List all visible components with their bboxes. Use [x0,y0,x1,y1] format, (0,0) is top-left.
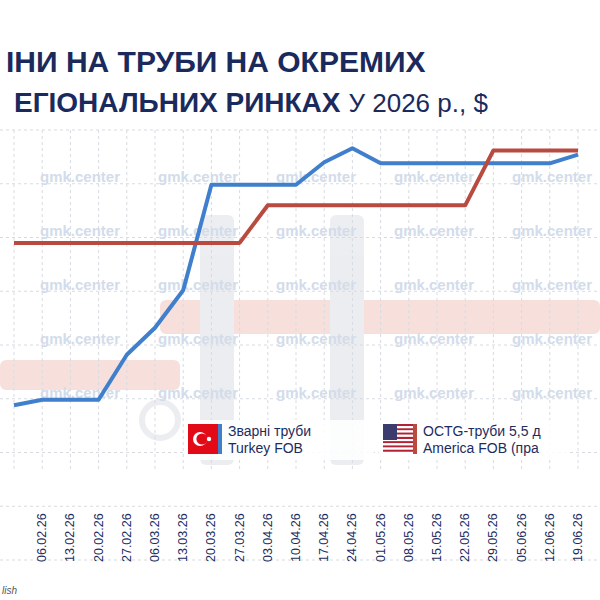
x-tick-label: 06.02.26 [35,513,49,562]
flag-stripe [383,441,413,443]
title-line: ЕГІОНАЛЬНИХ РИНКАХ [14,87,341,118]
x-tick-label: 20.02.26 [92,513,106,562]
watermark: gmk.center [276,330,356,347]
flag-tr [188,424,218,454]
x-tick-label: 24.04.26 [345,513,359,562]
watermark: gmk.center [40,276,120,293]
grid-line-x [155,130,156,470]
line [14,150,578,243]
x-tick-label: 20.03.26 [204,513,218,562]
legend-label-line: OCTG-труби 5,5 д [423,423,541,439]
legend: Зварні трубиTurkey FOB OCTG-труби 5,5 дAm… [184,420,569,460]
grid-line-x [14,130,15,470]
x-tick-label: 22.05.26 [458,513,472,562]
footer: lish [2,585,17,596]
grid-line-x [126,130,127,470]
flag-crescent [196,433,207,444]
title-line: ІНИ НА ТРУБИ НА ОКРЕМИХ [6,45,426,78]
watermark: gmk.center [40,168,120,185]
legend-flag [188,424,218,454]
legend-bg [379,420,569,460]
watermark: gmk.center [276,276,356,293]
title-suffix: У 2026 р., $ [348,88,488,118]
legend-flag [383,424,413,454]
x-tick-label: 03.04.26 [261,513,275,562]
legend-label-line: Зварні труби [228,423,311,439]
legend-label-line: Turkey FOB [228,440,303,456]
legend-label-line: America FOB (пра [423,440,539,456]
x-tick-label: 05.06.26 [515,513,529,562]
watermark: gmk.center [394,222,474,239]
watermark: gmk.center [394,168,474,185]
flag-star [207,437,211,441]
x-tick-label: 10.04.26 [289,513,303,562]
flag-stripe [383,448,413,450]
x-axis-labels: 06.02.26 13.02.26 20.02.26 27.02.26 06.03.26… [35,513,585,562]
grid-line [0,506,600,507]
watermark: gmk.center [276,222,356,239]
watermark: gmk.center [512,276,592,293]
watermark: gmk.center [158,276,238,293]
watermark: gmk.center [158,384,238,401]
watermark: gmk.center [394,384,474,401]
watermark: gmk.center [40,330,120,347]
decoration [0,215,600,465]
x-tick-label: 15.05.26 [430,513,444,562]
watermark: gmk.center [276,384,356,401]
grid-line-x [267,130,268,470]
title: ІНИ НА ТРУБИ НА ОКРЕМИХ ЕГІОНАЛЬНИХ РИНКА… [6,45,488,118]
watermark: gmk.center [512,384,592,401]
flag-crescent [193,432,207,446]
legend-label: OCTG-труби 5,5 дAmerica FOB (пра [423,423,541,456]
flag-stripe [383,452,413,454]
watermark: gmk.center [394,276,474,293]
legend-label: Зварні трубиTurkey FOB [228,423,311,456]
watermarks: gmk.center gmk.center gmk.center gmk.center… [40,168,592,401]
watermark: gmk.center [40,222,120,239]
flag-stripe [383,445,413,447]
series-group [14,148,578,405]
x-tick-label: 27.02.26 [120,513,134,562]
x-tick-label: 01.05.26 [374,513,388,562]
grid-line-x [380,130,381,470]
x-tick-label: 12.06.26 [543,513,557,562]
line [14,148,578,405]
watermark: gmk.center [394,330,474,347]
x-tick-label: 17.04.26 [317,513,331,562]
x-tick-label: 06.03.26 [148,513,162,562]
flag-stripe [383,450,413,452]
watermark: gmk.center [512,330,592,347]
flag-canton [383,424,397,440]
legend-swatch [218,424,222,454]
watermark: gmk.center [512,222,592,239]
watermark: gmk.center [512,168,592,185]
grid [0,130,600,560]
x-tick-label: 27.03.26 [233,513,247,562]
grid-line-x [493,130,494,470]
chart: gmk.center gmk.center gmk.center gmk.center… [0,0,600,600]
legend-swatch [413,424,417,454]
watermark: gmk.center [158,330,238,347]
x-tick-label: 08.05.26 [402,513,416,562]
x-tick-label: 19.06.26 [571,513,585,562]
legend-bg [184,420,374,460]
x-tick-label: 29.05.26 [486,513,500,562]
watermark: gmk.center [158,168,238,185]
background [0,0,600,600]
grid-line-x [239,130,240,470]
grid-line [0,130,600,131]
x-tick-label: 13.03.26 [176,513,190,562]
flag-stripe [383,443,413,445]
x-tick-label: 13.02.26 [63,513,77,562]
valve [142,402,178,438]
